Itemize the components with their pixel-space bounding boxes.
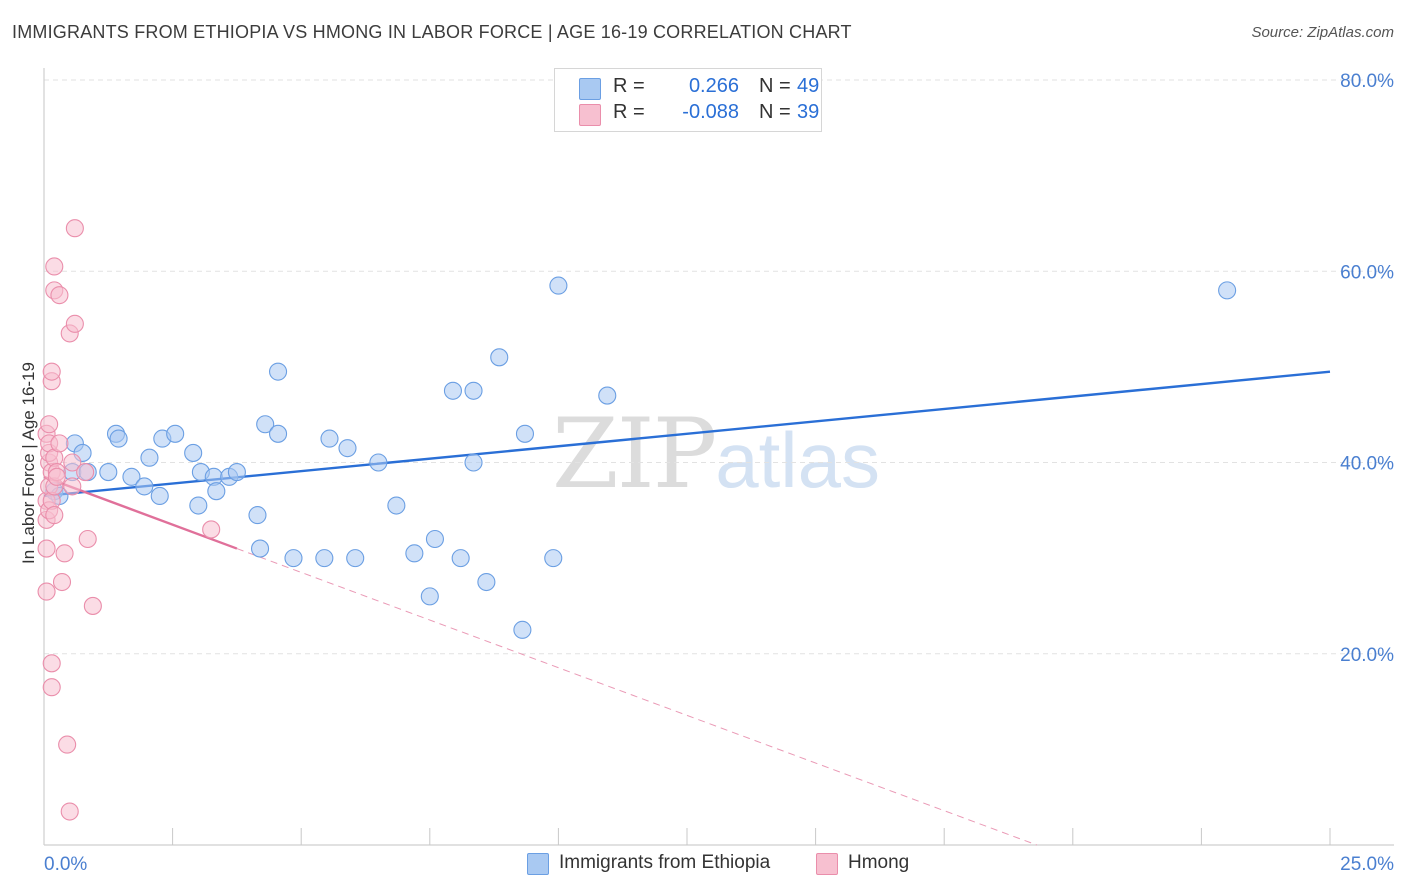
y-axis-label: In Labor Force | Age 16-19 — [19, 362, 38, 564]
hmong-point — [42, 654, 61, 673]
gridlines — [44, 79, 1394, 655]
y-tick-label: 60.0% — [1340, 262, 1394, 283]
hmong-point — [45, 506, 64, 525]
legend-n-value: 49 — [797, 75, 820, 97]
axes — [43, 68, 1394, 846]
ethiopia-point — [207, 482, 226, 501]
x-tick-label: 0.0% — [44, 854, 87, 875]
ethiopia-point — [256, 415, 275, 434]
hmong-point — [78, 529, 97, 549]
legend-r-label: R = — [613, 75, 645, 97]
ethiopia-point — [269, 362, 288, 381]
ethiopia-point — [490, 348, 509, 367]
legend-n-value: 39 — [797, 101, 820, 123]
ethiopia-point — [405, 544, 424, 563]
ethiopia-point — [346, 549, 365, 568]
ethiopia-point — [99, 463, 118, 482]
ethiopia-point — [1218, 281, 1237, 300]
ethiopia-point — [166, 424, 185, 443]
chart-title: IMMIGRANTS FROM ETHIOPIA VS HMONG IN LAB… — [12, 22, 852, 42]
ethiopia-point — [451, 549, 470, 568]
legend-swatch-hmong — [579, 104, 601, 126]
hmong-point — [37, 582, 56, 601]
hmong-point — [37, 539, 56, 558]
legend-swatch-ethiopia — [579, 78, 601, 100]
ethiopia-point — [150, 486, 169, 506]
ethiopia-point — [315, 549, 334, 568]
hmong-point — [50, 434, 69, 453]
hmong-point — [47, 467, 66, 486]
hmong-point — [52, 572, 72, 592]
ethiopia-point — [135, 477, 154, 496]
hmong-point — [45, 257, 64, 276]
hmong-point — [65, 314, 84, 333]
ethiopia-point — [544, 549, 563, 568]
hmong-point — [60, 802, 79, 821]
ethiopia-point — [425, 529, 444, 549]
trendlines — [43, 370, 1331, 846]
legend-n-label: N = — [759, 101, 791, 123]
hmong-point — [202, 520, 221, 539]
ethiopia-point — [387, 496, 406, 515]
hmong-point — [55, 544, 74, 563]
data-points — [37, 219, 1237, 821]
hmong-point — [65, 219, 84, 238]
bottom-legend-label-ethiopia: Immigrants from Ethiopia — [559, 852, 771, 873]
ethiopia-point — [420, 587, 439, 606]
ethiopia-point — [140, 448, 159, 467]
ethiopia-point — [549, 276, 568, 295]
ethiopia-point — [464, 381, 483, 400]
ethiopia-point — [269, 424, 288, 443]
tick-labels: 20.0% 40.0% 60.0% 80.0% 0.0% 25.0% — [44, 71, 1394, 875]
bottom-legend-swatch-hmong — [816, 853, 838, 875]
legend-r-value: -0.088 — [682, 101, 739, 123]
ethiopia-point — [122, 467, 141, 486]
y-tick-label: 20.0% — [1340, 645, 1394, 666]
ethiopia-point — [515, 424, 535, 443]
ethiopia-trendline — [43, 370, 1331, 498]
ethiopia-point — [109, 429, 128, 448]
ethiopia-point — [248, 506, 267, 525]
hmong-point — [42, 678, 61, 697]
ethiopia-point — [338, 439, 357, 458]
legend-r-value: 0.266 — [688, 75, 739, 97]
hmong-trendline-extension — [236, 548, 1037, 846]
hmong-point — [63, 453, 82, 472]
hmong-point — [76, 463, 95, 482]
hmong-point — [42, 362, 61, 381]
ethiopia-point — [250, 539, 270, 558]
ethiopia-point — [477, 572, 496, 592]
hmong-point — [63, 477, 82, 496]
ethiopia-point — [443, 381, 462, 400]
legend-n-label: N = — [759, 75, 791, 97]
ethiopia-point — [189, 496, 208, 515]
legend-r-label: R = — [613, 101, 645, 123]
ethiopia-point — [184, 443, 203, 462]
ethiopia-point — [227, 463, 246, 482]
hmong-point — [58, 735, 77, 754]
ethiopia-point — [284, 549, 303, 568]
source-credit: Source: ZipAtlas.com — [1251, 24, 1394, 41]
y-tick-label: 80.0% — [1340, 71, 1394, 92]
ethiopia-point — [320, 429, 339, 448]
ethiopia-point — [513, 620, 532, 639]
bottom-legend-swatch-ethiopia — [527, 853, 549, 875]
ethiopia-point — [464, 453, 483, 472]
correlation-legend: R = 0.266 N = 49 R = -0.088 N = 39 — [554, 68, 822, 132]
hmong-point — [50, 286, 69, 305]
bottom-legend-label-hmong: Hmong — [848, 852, 910, 873]
hmong-point — [40, 415, 59, 434]
ethiopia-point — [369, 453, 388, 472]
ethiopia-point — [598, 386, 617, 405]
hmong-point — [83, 596, 102, 615]
y-tick-label: 40.0% — [1340, 454, 1394, 475]
x-tick-label: 25.0% — [1340, 854, 1394, 875]
